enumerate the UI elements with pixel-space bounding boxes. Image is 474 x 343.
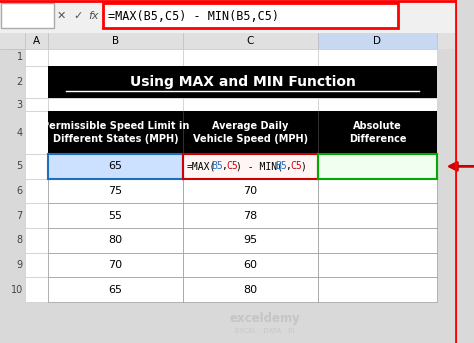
Text: 70: 70 [109,260,123,270]
Bar [25,228,48,253]
Bar [318,154,437,179]
Text: B5: B5 [211,161,223,172]
Bar [25,203,48,228]
Bar [25,154,48,179]
Text: 6: 6 [17,186,23,196]
Bar [183,179,318,203]
Text: 4: 4 [17,128,23,138]
Bar [25,179,48,203]
Bar [183,98,318,111]
Text: 7: 7 [17,211,23,221]
Text: Using MAX and MIN Function: Using MAX and MIN Function [129,75,356,89]
Bar [48,98,183,111]
Text: Absolute
Difference: Absolute Difference [349,121,406,144]
Text: ✕: ✕ [57,11,66,21]
Text: Permissible Speed Limit in
Different States (MPH): Permissible Speed Limit in Different Sta… [42,121,189,144]
Text: 2: 2 [17,77,23,87]
Text: C: C [247,36,254,46]
Bar [25,49,48,66]
Text: B: B [112,36,119,46]
Text: ,: , [221,161,227,172]
Text: 75: 75 [109,186,123,196]
Bar [103,3,398,28]
Bar [183,277,318,302]
Bar [25,111,48,154]
Text: =MAX(: =MAX( [187,161,216,172]
Bar [0,33,457,49]
Bar [318,33,437,49]
Bar [183,49,318,66]
Text: C5: C5 [291,161,302,172]
Bar [48,277,183,302]
Text: EXCEL · DATA · BI: EXCEL · DATA · BI [236,328,295,334]
Text: C5: C5 [226,161,238,172]
Bar [48,253,183,277]
Text: B5: B5 [275,161,287,172]
Text: 1: 1 [17,52,23,62]
Bar [0,0,457,33]
Text: =MAX(B5,C5) - MIN(B5,C5): =MAX(B5,C5) - MIN(B5,C5) [108,10,279,23]
Text: ) - MIN(: ) - MIN( [236,161,283,172]
Bar [183,253,318,277]
Bar [48,154,183,179]
Bar [318,49,437,66]
Bar [318,98,437,111]
Text: 10: 10 [10,285,23,295]
Bar [183,154,318,179]
Text: ✓: ✓ [73,11,82,21]
Bar [25,277,48,302]
Bar [183,228,318,253]
Bar [25,66,48,98]
Text: D: D [374,36,382,46]
Text: exceldemy: exceldemy [230,312,301,326]
Text: 55: 55 [109,211,122,221]
Bar [1,3,54,28]
Bar [48,228,183,253]
Text: 70: 70 [244,186,257,196]
Bar [318,277,437,302]
Text: 3: 3 [17,99,23,110]
Bar [183,203,318,228]
Bar [25,253,48,277]
Bar [318,179,437,203]
Text: 78: 78 [243,211,257,221]
Text: ,: , [285,161,292,172]
Text: 65: 65 [109,285,122,295]
Text: 80: 80 [244,285,257,295]
Bar [48,49,183,66]
Text: fx: fx [89,11,99,21]
Bar [318,228,437,253]
Bar [48,66,437,98]
Bar [25,98,48,111]
Bar [318,253,437,277]
Text: 60: 60 [244,260,257,270]
Bar [318,203,437,228]
Text: ): ) [301,161,306,172]
Bar [48,179,183,203]
Text: 8: 8 [17,235,23,246]
Text: A: A [33,36,40,46]
Text: Average Daily
Vehicle Speed (MPH): Average Daily Vehicle Speed (MPH) [193,121,308,144]
Text: 9: 9 [17,260,23,270]
Text: 95: 95 [244,235,257,246]
Text: 5: 5 [17,161,23,172]
Bar [48,111,437,154]
Bar [48,203,183,228]
Text: 80: 80 [109,235,123,246]
Text: 65: 65 [109,161,122,172]
